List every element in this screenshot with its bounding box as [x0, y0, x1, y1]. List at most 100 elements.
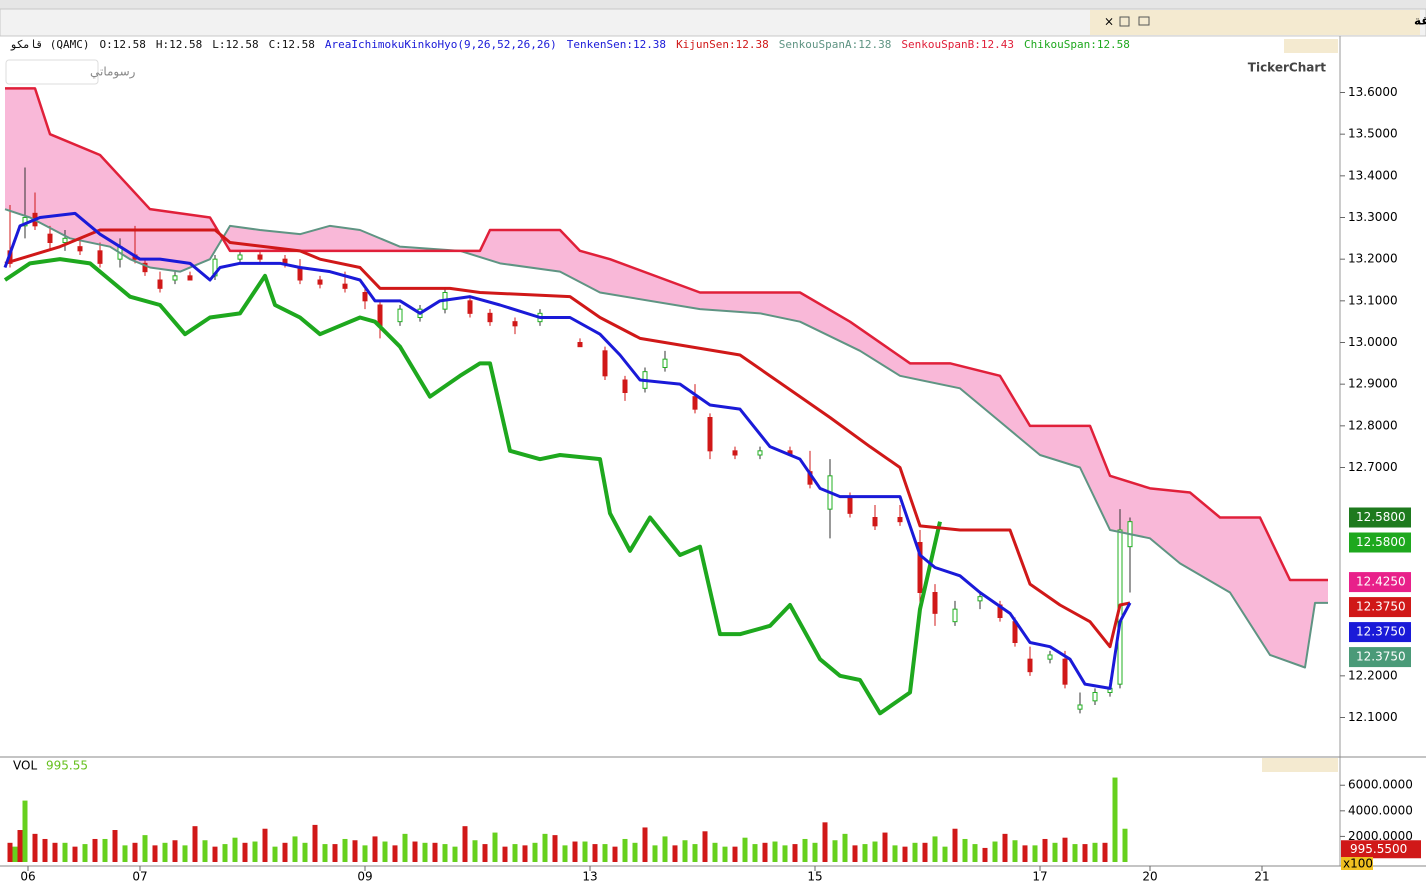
- title-tab: [1090, 10, 1420, 35]
- volume-bar: [542, 833, 548, 862]
- volume-bar: [1022, 845, 1028, 862]
- volume-bar: [1042, 838, 1048, 862]
- last-value-box: [1349, 622, 1411, 643]
- ohlc-label: C:12.58: [268, 38, 315, 51]
- candle-body: [1027, 658, 1033, 673]
- volume-bar: [642, 827, 648, 862]
- volume-bar: [732, 846, 738, 862]
- volume-bar: [452, 846, 458, 862]
- candle-body: [47, 233, 53, 244]
- volume-bar: [172, 840, 178, 862]
- last-value-box: [1349, 597, 1411, 618]
- volume-bar: [302, 842, 308, 862]
- volume-bar: [912, 842, 918, 862]
- y-tick-label: 12.1000: [1348, 710, 1398, 724]
- volume-bar: [692, 844, 698, 862]
- y-tick-label: 12.8000: [1348, 418, 1398, 432]
- y-tick-label: 13.3000: [1348, 210, 1398, 224]
- x-tick-label: 07: [132, 870, 147, 884]
- restore-icon[interactable]: [1119, 16, 1130, 27]
- volume-bar: [442, 844, 448, 862]
- volume-bar: [612, 846, 618, 862]
- volume-bar: [182, 845, 188, 862]
- drawings-button-box[interactable]: [5, 59, 99, 85]
- volume-tick-label: 6000.0000: [1348, 778, 1413, 792]
- volume-unit-box: [1341, 857, 1373, 870]
- volume-bar: [962, 838, 968, 862]
- last-value-label: 12.3750: [1356, 625, 1406, 639]
- pane-tools: [1284, 39, 1338, 53]
- volume-bar: [132, 842, 138, 862]
- volume-bar: [142, 835, 148, 862]
- candle-body: [932, 592, 938, 614]
- candle-body: [157, 279, 163, 289]
- volume-bar: [782, 845, 788, 862]
- last-value-box: [1349, 647, 1411, 668]
- volume-bar: [572, 841, 578, 862]
- volume-bar: [382, 841, 388, 862]
- volume-bar: [1112, 777, 1118, 862]
- volume-bar: [652, 845, 658, 862]
- volume-bar: [762, 842, 768, 862]
- volume-bar: [352, 840, 358, 862]
- x-tick-label: 21: [1254, 870, 1269, 884]
- volume-bar: [1072, 844, 1078, 862]
- last-value-label: 12.4250: [1356, 575, 1406, 589]
- volume-bar: [282, 842, 288, 862]
- candle-body: [172, 275, 178, 281]
- volume-bar: [792, 844, 798, 862]
- candle-body: [297, 267, 303, 281]
- volume-bar: [212, 846, 218, 862]
- volume-bar: [102, 838, 108, 862]
- volume-last: 995.55: [46, 759, 88, 773]
- volume-bar: [192, 826, 198, 862]
- candle-body: [467, 300, 473, 314]
- legend: قامكو (QAMC) O:12.58 H:12.58 L:12.58 C:12.58…: [10, 38, 1130, 51]
- volume-bar: [1032, 845, 1038, 862]
- indicator-label: AreaIchimokuKinkoHyo(9,26,52,26,26): [324, 38, 557, 51]
- volume-bar: [672, 845, 678, 862]
- volume-bar: [432, 842, 438, 862]
- y-tick-label: 13.5000: [1348, 127, 1398, 141]
- volume-bar: [312, 824, 318, 862]
- volume-bar: [412, 841, 418, 862]
- volume-bar: [772, 841, 778, 862]
- window-title: قامكو - خمس عشرة دقيقة: [1414, 14, 1426, 29]
- volume-bar: [532, 842, 538, 862]
- volume-bar: [932, 836, 938, 862]
- y-tick-label: 13.2000: [1348, 252, 1398, 266]
- drawings-button[interactable]: رسوماتي: [90, 65, 136, 80]
- volume-bar: [822, 822, 828, 862]
- volume-bar: [852, 845, 858, 862]
- candle-body: [187, 275, 193, 281]
- volume-bar: [1102, 842, 1108, 862]
- indicator-line: [3, 211, 1132, 690]
- last-value-label: 12.5800: [1356, 535, 1406, 549]
- volume-last-box: [1341, 840, 1421, 859]
- volume-bar: [222, 844, 228, 862]
- legend-entry: ChikouSpan:12.58: [1023, 38, 1130, 51]
- candle-body: [1092, 692, 1098, 702]
- volume-bar: [752, 844, 758, 862]
- volume-bar: [162, 842, 168, 862]
- candle-body: [1047, 654, 1053, 660]
- volume-bar: [242, 842, 248, 862]
- volume-bar: [632, 842, 638, 862]
- volume-bar: [892, 845, 898, 862]
- candle-body: [977, 596, 983, 602]
- close-icon[interactable]: ×: [1104, 15, 1114, 29]
- volume-bar: [502, 846, 508, 862]
- detach-icon[interactable]: [1138, 16, 1150, 26]
- volume-bar: [972, 844, 978, 862]
- candle-body: [917, 542, 923, 593]
- candle-body: [577, 342, 583, 348]
- volume-bar: [602, 844, 608, 862]
- volume-bar: [1002, 833, 1008, 862]
- candle-body: [872, 517, 878, 527]
- indicator-line: [4, 228, 1131, 649]
- candle-body: [602, 350, 608, 377]
- volume-bar: [982, 847, 988, 862]
- candle-body: [257, 254, 263, 260]
